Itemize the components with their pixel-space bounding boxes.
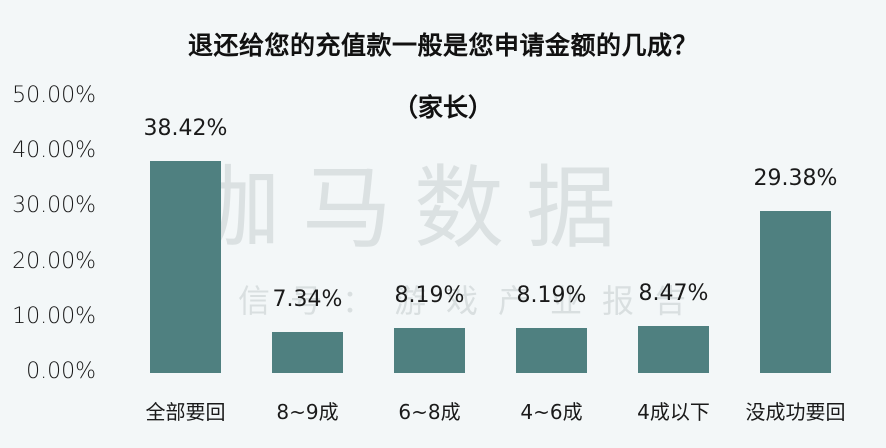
bar (638, 326, 709, 373)
x-category-label: 4~6成 (520, 400, 583, 424)
x-category-label: 4成以下 (637, 400, 710, 424)
chart-title: 退还给您的充值款一般是您申请金额的几成？ (187, 31, 698, 60)
bar (150, 160, 221, 373)
bar-value-label: 29.38% (753, 165, 838, 191)
x-category-label: 没成功要回 (745, 400, 846, 424)
chart-subtitle: （家长） (392, 93, 493, 122)
bar-value-label: 38.42% (143, 115, 228, 141)
x-category-label: 全部要回 (145, 400, 226, 424)
y-tick-label: 50.00% (12, 83, 96, 108)
bar-value-label: 7.34% (272, 287, 343, 313)
bar (516, 327, 587, 373)
watermark-brand: 伽马数据 (190, 156, 638, 261)
x-category-label: 8~9成 (276, 400, 339, 424)
bar-value-label: 8.19% (394, 282, 465, 308)
y-tick-label: 10.00% (12, 303, 96, 329)
y-tick-label: 40.00% (12, 138, 96, 164)
bar (272, 332, 343, 373)
bar (394, 327, 465, 373)
y-tick-label: 30.00% (12, 193, 96, 219)
watermark-subtext: 微信号：游戏产业报告 (186, 282, 707, 320)
x-category-label: 6~8成 (398, 400, 461, 424)
bar-value-label: 8.47% (638, 281, 709, 307)
bar (760, 210, 831, 373)
bar-value-label: 8.19% (516, 282, 587, 308)
y-tick-label: 0.00% (26, 359, 96, 384)
y-tick-label: 20.00% (12, 248, 96, 274)
